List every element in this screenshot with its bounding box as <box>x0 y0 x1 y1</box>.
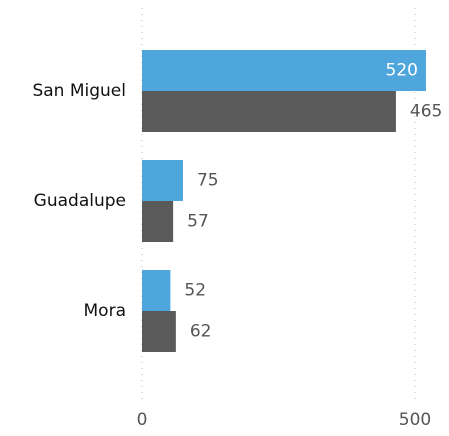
data-label: 62 <box>190 322 212 342</box>
x-tick-label: 500 <box>399 410 431 430</box>
data-label: 465 <box>410 102 442 122</box>
y-tick-label: San Miguel <box>32 81 126 101</box>
y-tick-label: Mora <box>84 301 126 321</box>
data-label: 520 <box>386 61 418 81</box>
data-label: 52 <box>184 281 206 301</box>
bar <box>142 50 426 91</box>
bar <box>142 311 176 352</box>
bar <box>142 201 174 242</box>
x-tick-label: 0 <box>137 410 148 430</box>
bar <box>142 91 396 132</box>
bar <box>142 270 171 311</box>
y-tick-label: Guadalupe <box>34 191 126 211</box>
data-label: 57 <box>187 212 209 232</box>
data-label: 75 <box>197 171 219 191</box>
bar <box>142 160 183 201</box>
